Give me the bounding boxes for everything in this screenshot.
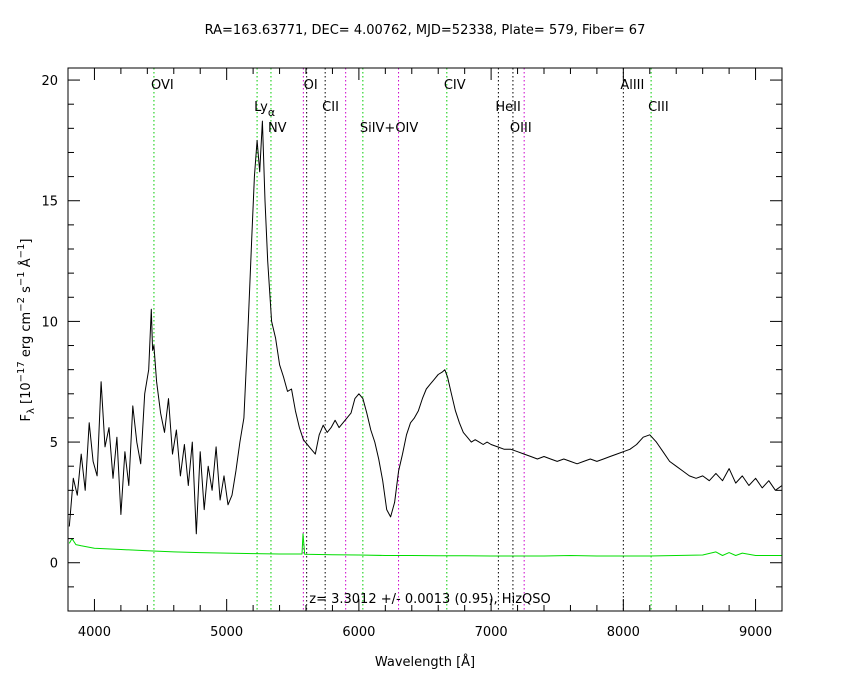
line-label-text: CIII: [648, 100, 669, 115]
line-label-text: CII: [322, 100, 339, 115]
line-label: HeII: [495, 100, 520, 115]
line-label: CIV: [444, 78, 466, 93]
line-label-text: AlIII: [620, 78, 644, 93]
line-label: AlIII: [620, 78, 644, 93]
y-tick-label: 5: [50, 436, 58, 451]
emission-line-markers: OVILyαNVOICIISiIV+OIVCIVHeIIOIIIAlIIICII…: [151, 68, 669, 611]
line-label-text: OIII: [510, 121, 532, 136]
plot-frame: [67, 67, 783, 612]
line-label: OVI: [151, 78, 174, 93]
line-label-text: SiIV+OIV: [360, 121, 419, 136]
y-tick-label: 0: [50, 557, 58, 572]
line-label: NV: [268, 121, 287, 136]
x-tick-label: 8000: [607, 625, 640, 640]
line-label: OI: [304, 78, 318, 93]
y-label-mid1: erg cm: [19, 312, 34, 361]
line-label-text: OVI: [151, 78, 174, 93]
line-label-text: Ly: [254, 100, 268, 115]
y-tick-label: 20: [41, 74, 58, 89]
y-label-main: F: [19, 414, 34, 421]
x-tick-label: 9000: [739, 625, 772, 640]
line-label: CII: [322, 100, 339, 115]
x-tick-label: 4000: [78, 625, 111, 640]
line-label-text: HeII: [495, 100, 520, 115]
y-axis: 0 5 10 15 20: [41, 74, 782, 612]
line-label: CIII: [648, 100, 669, 115]
y-label-mid3: Å: [18, 258, 34, 271]
line-label-text: NV: [268, 121, 287, 136]
x-tick-label: 5000: [210, 625, 243, 640]
x-tick-label: 6000: [342, 625, 375, 640]
y-label-exp1: −17: [16, 361, 27, 382]
x-axis: 4000 5000 6000 7000 8000 9000: [67, 68, 783, 640]
y-tick-label: 10: [41, 315, 58, 330]
series-layer: [68, 120, 783, 557]
x-axis-label: Wavelength [Å]: [375, 654, 475, 670]
y-label-sub: λ: [26, 408, 37, 414]
line-label-text: CIV: [444, 78, 466, 93]
chart-title: RA=163.63771, DEC= 4.00762, MJD=52338, P…: [205, 23, 646, 38]
error-series-line: [68, 533, 782, 557]
line-label: OIII: [510, 121, 532, 136]
y-label-mid2: s: [19, 286, 34, 297]
y-label-exp4: −1: [16, 244, 27, 259]
y-label-end: ]: [19, 239, 34, 244]
y-label-rest: [10: [19, 382, 34, 408]
y-tick-label: 15: [41, 195, 58, 210]
y-label-exp3: −1: [16, 271, 27, 286]
line-label: SiIV+OIV: [360, 121, 419, 136]
y-label-exp2: −2: [16, 297, 27, 312]
redshift-annotation: z= 3.3012 +/- 0.0013 (0.95), HizQSO: [309, 592, 550, 607]
flux-series-line: [68, 120, 783, 535]
y-axis-label: Fλ [10−17 erg cm−2 s−1 Å−1]: [16, 239, 37, 422]
line-label-text: OI: [304, 78, 318, 93]
x-tick-label: 7000: [475, 625, 508, 640]
